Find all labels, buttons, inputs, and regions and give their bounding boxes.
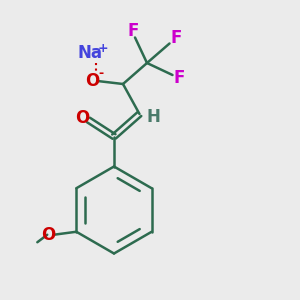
Text: F: F — [170, 29, 182, 47]
Text: +: + — [98, 41, 108, 55]
Text: F: F — [128, 22, 139, 40]
Text: H: H — [146, 108, 160, 126]
Text: Na: Na — [77, 44, 103, 62]
Text: O: O — [85, 72, 99, 90]
Text: O: O — [75, 109, 89, 127]
Text: -: - — [98, 67, 104, 80]
Text: F: F — [173, 69, 185, 87]
Text: O: O — [41, 226, 56, 244]
